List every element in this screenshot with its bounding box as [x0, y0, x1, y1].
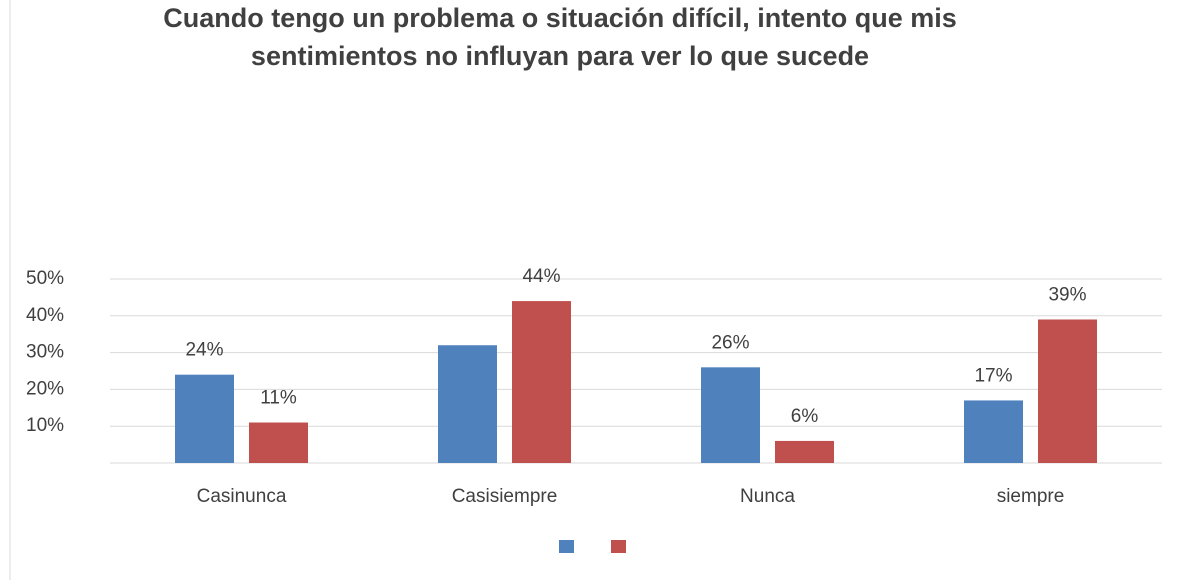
bar	[701, 367, 760, 463]
data-label: 17%	[974, 365, 1012, 386]
x-tick-label: Casisiempre	[452, 486, 558, 507]
bar	[175, 374, 234, 463]
data-label: 11%	[260, 388, 297, 409]
x-tick-label: Nunca	[740, 486, 795, 507]
chart-title: sentimientos no influyan para ver lo que…	[251, 41, 869, 71]
data-label: 44%	[522, 266, 560, 287]
data-label: 24%	[185, 340, 223, 361]
y-tick-label: 20%	[26, 378, 64, 399]
x-tick-label: Casinunca	[197, 486, 287, 507]
bar	[249, 422, 308, 463]
bar	[512, 301, 571, 463]
y-tick-label: 10%	[26, 415, 64, 436]
bar	[964, 400, 1023, 463]
data-label: 39%	[1048, 284, 1086, 305]
y-tick-label: 30%	[26, 342, 64, 363]
x-tick-label: siempre	[997, 486, 1065, 507]
legend-swatch	[611, 540, 626, 553]
chart-title: Cuando tengo un problema o situación dif…	[163, 3, 957, 33]
bar	[775, 440, 834, 463]
y-tick-label: 40%	[26, 305, 64, 326]
data-label: 26%	[711, 332, 749, 353]
y-tick-label: 50%	[26, 268, 64, 289]
data-label: 6%	[791, 406, 819, 427]
legend-swatch	[559, 540, 574, 553]
bar	[1038, 319, 1097, 463]
bar	[438, 345, 497, 463]
